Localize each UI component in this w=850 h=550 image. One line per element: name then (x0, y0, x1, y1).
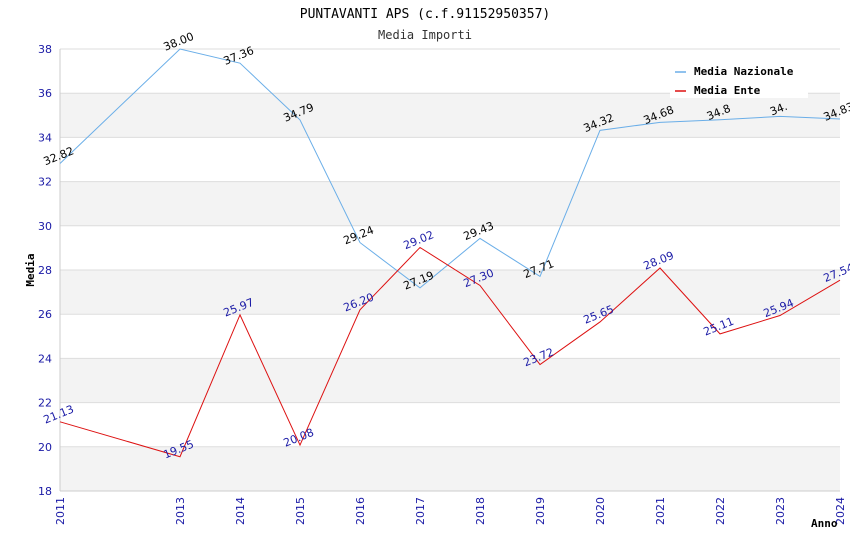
grid-band (60, 446, 840, 491)
grid-band (60, 181, 840, 226)
x-tick-label: 2014 (234, 497, 247, 525)
y-tick-label: 36 (38, 87, 52, 100)
y-tick-label: 32 (38, 176, 52, 189)
y-tick-label: 30 (38, 220, 52, 233)
x-tick-labels: 2011 2013 2014 2015 2016 2017 2018 2019 2020 2021… (54, 497, 847, 525)
grid-bands (60, 93, 840, 491)
data-label: 29.24 (342, 223, 376, 247)
data-label: 20.08 (282, 426, 316, 450)
x-tick-label: 2019 (534, 497, 547, 525)
x-tick-label: 2018 (474, 497, 487, 525)
legend-label-media-ente: Media Ente (694, 84, 761, 97)
legend: Media Nazionale Media Ente (670, 60, 808, 98)
y-tick-label: 22 (38, 397, 52, 410)
legend-label-media-nazionale: Media Nazionale (694, 65, 794, 78)
x-tick-label: 2020 (594, 497, 607, 525)
chart-title: PUNTAVANTI APS (c.f.91152950357) (300, 7, 550, 22)
x-tick-label: 2017 (414, 497, 427, 525)
data-label: 32.82 (42, 144, 76, 168)
data-label: 25.11 (702, 315, 736, 339)
data-label: 37.36 (222, 44, 256, 68)
y-tick-label: 34 (38, 131, 52, 144)
data-label: 34. (768, 100, 789, 119)
y-tick-label: 20 (38, 441, 52, 454)
grid-band (60, 270, 840, 315)
legend-box (670, 60, 808, 98)
x-tick-label: 2016 (354, 497, 367, 525)
y-axis-label: Media (24, 253, 37, 286)
y-tick-label: 18 (38, 485, 52, 498)
x-tick-label: 2015 (294, 497, 307, 525)
grid-band (60, 358, 840, 403)
y-tick-labels: 18 20 22 24 26 28 30 32 34 36 38 (38, 43, 52, 498)
series-lines (59, 48, 841, 458)
x-tick-label: 2023 (774, 497, 787, 525)
y-tick-label: 26 (38, 308, 52, 321)
x-tick-label: 2011 (54, 497, 67, 525)
x-tick-label: 2013 (174, 497, 187, 525)
series-line-media-ente (59, 246, 841, 458)
y-tick-label: 24 (38, 352, 52, 365)
x-tick-label: 2021 (654, 497, 667, 525)
y-tick-label: 28 (38, 264, 52, 277)
y-tick-label: 38 (38, 43, 52, 56)
grid-band (60, 93, 840, 138)
series-line-media-nazionale (59, 48, 841, 289)
x-axis-label: Anno (811, 517, 838, 530)
chart-subtitle: Media Importi (378, 28, 472, 42)
x-tick-label: 2022 (714, 497, 727, 525)
x-tick-label: 2024 (834, 497, 847, 525)
grid-lines (60, 48, 840, 492)
